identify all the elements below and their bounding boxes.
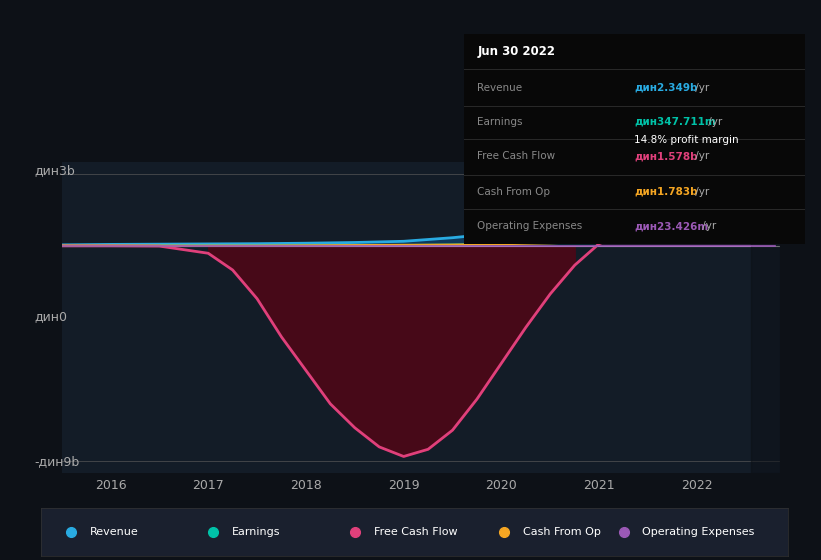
Text: дин3b: дин3b [34, 164, 76, 178]
Text: -дин9b: -дин9b [34, 455, 80, 469]
Text: Revenue: Revenue [478, 82, 523, 92]
Text: Operating Expenses: Operating Expenses [643, 527, 754, 536]
Text: дин347.711m: дин347.711m [635, 117, 716, 127]
Text: /yr: /yr [692, 151, 709, 161]
Text: Earnings: Earnings [232, 527, 280, 536]
Text: Revenue: Revenue [89, 527, 139, 536]
Text: /yr: /yr [705, 117, 722, 127]
Text: /yr: /yr [692, 82, 709, 92]
Text: дин2.349b: дин2.349b [635, 82, 698, 92]
Text: Operating Expenses: Operating Expenses [478, 221, 583, 231]
Text: /yr: /yr [692, 186, 709, 197]
Text: дин0: дин0 [34, 310, 67, 323]
Bar [750, 162, 780, 473]
Text: Cash From Op: Cash From Op [478, 186, 551, 197]
Text: 14.8% profit margin: 14.8% profit margin [635, 135, 739, 145]
Text: дин1.783b: дин1.783b [635, 186, 698, 197]
Text: /yr: /yr [699, 221, 716, 231]
Text: Cash From Op: Cash From Op [523, 527, 601, 536]
Text: Earnings: Earnings [478, 117, 523, 127]
Text: дин1.578b: дин1.578b [635, 151, 698, 161]
Text: дин23.426m: дин23.426m [635, 221, 709, 231]
Text: Jun 30 2022: Jun 30 2022 [478, 45, 556, 58]
Text: Free Cash Flow: Free Cash Flow [478, 151, 556, 161]
Text: Free Cash Flow: Free Cash Flow [374, 527, 457, 536]
